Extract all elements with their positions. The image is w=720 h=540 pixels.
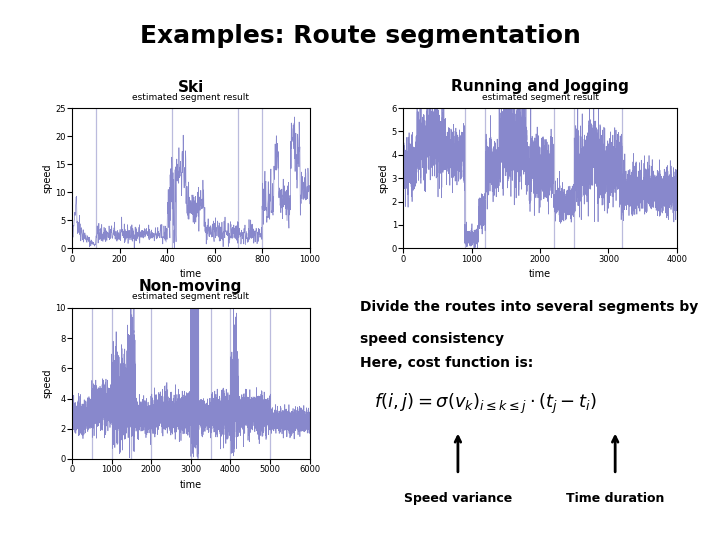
- Text: Ski: Ski: [178, 79, 204, 94]
- X-axis label: time: time: [180, 269, 202, 279]
- Text: Divide the routes into several segments by: Divide the routes into several segments …: [360, 300, 698, 314]
- Title: estimated segment result: estimated segment result: [482, 93, 598, 102]
- X-axis label: time: time: [529, 269, 551, 279]
- Text: Time duration: Time duration: [566, 492, 665, 505]
- Title: estimated segment result: estimated segment result: [132, 93, 249, 102]
- Text: Running and Jogging: Running and Jogging: [451, 79, 629, 94]
- Text: speed consistency: speed consistency: [360, 332, 504, 346]
- Text: Examples: Route segmentation: Examples: Route segmentation: [140, 24, 580, 48]
- X-axis label: time: time: [180, 480, 202, 490]
- Text: Speed variance: Speed variance: [404, 492, 512, 505]
- Text: Here, cost function is:: Here, cost function is:: [360, 356, 534, 370]
- Y-axis label: speed: speed: [379, 164, 389, 193]
- Title: estimated segment result: estimated segment result: [132, 293, 249, 301]
- Text: Non-moving: Non-moving: [139, 279, 243, 294]
- Y-axis label: speed: speed: [42, 164, 53, 193]
- Text: $f(i,j) = \sigma(v_k)_{i \leq k \leq j} \cdot (t_j - t_i)$: $f(i,j) = \sigma(v_k)_{i \leq k \leq j} …: [374, 392, 598, 416]
- Y-axis label: speed: speed: [42, 369, 53, 398]
